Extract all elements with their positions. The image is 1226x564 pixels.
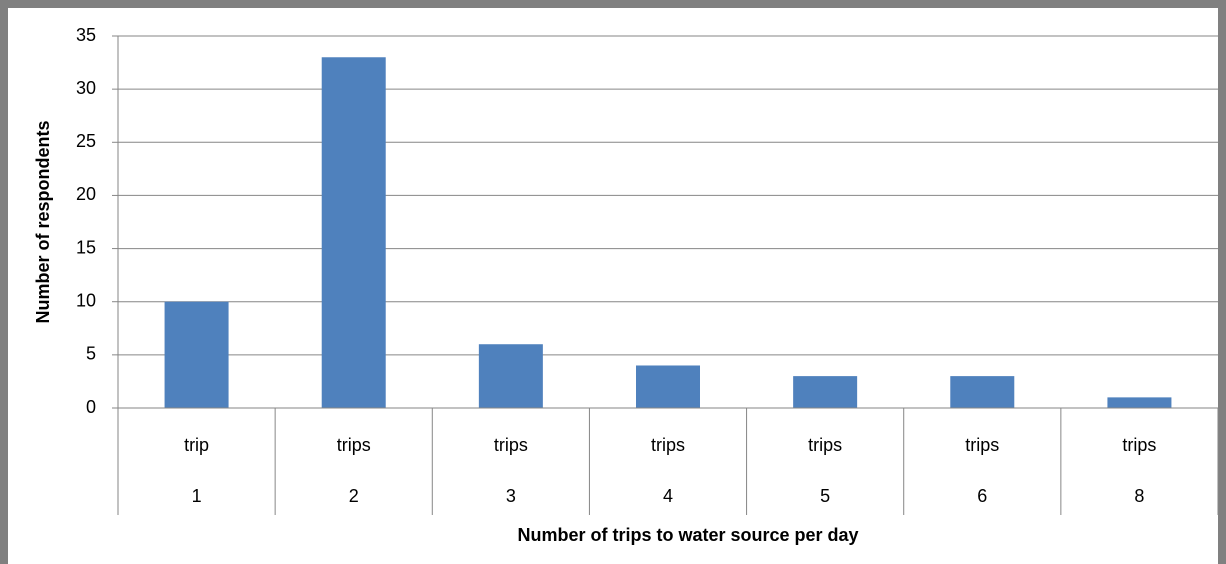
x-tick-label: trips xyxy=(965,435,999,455)
y-tick-label: 15 xyxy=(76,237,96,257)
y-tick-label: 10 xyxy=(76,290,96,310)
x-group-label: 2 xyxy=(349,486,359,506)
x-group-label: 8 xyxy=(1134,486,1144,506)
x-tick-label: trips xyxy=(808,435,842,455)
x-tick-label: trips xyxy=(494,435,528,455)
x-group-label: 3 xyxy=(506,486,516,506)
y-tick-label: 0 xyxy=(86,397,96,417)
y-axis-title: Number of respondents xyxy=(33,120,53,323)
bar xyxy=(950,376,1015,408)
x-group-label: 6 xyxy=(977,486,987,506)
x-tick-label: trip xyxy=(184,435,209,455)
x-axis-title: Number of trips to water source per day xyxy=(517,525,858,545)
y-tick-label: 30 xyxy=(76,78,96,98)
bar xyxy=(636,365,700,408)
y-tick-label: 20 xyxy=(76,184,96,204)
y-tick-label: 5 xyxy=(86,344,96,364)
x-tick-label: trips xyxy=(1122,435,1156,455)
bar xyxy=(793,376,858,408)
x-group-label: 4 xyxy=(663,486,673,506)
x-group-label: 1 xyxy=(192,486,202,506)
x-tick-label: trips xyxy=(337,435,371,455)
bar xyxy=(478,344,543,408)
y-tick-label: 35 xyxy=(76,25,96,45)
x-group-label: 5 xyxy=(820,486,830,506)
y-tick-label: 25 xyxy=(76,131,96,151)
bar xyxy=(1107,397,1172,408)
bar xyxy=(164,301,229,408)
x-tick-label: trips xyxy=(651,435,685,455)
bar xyxy=(321,57,386,408)
